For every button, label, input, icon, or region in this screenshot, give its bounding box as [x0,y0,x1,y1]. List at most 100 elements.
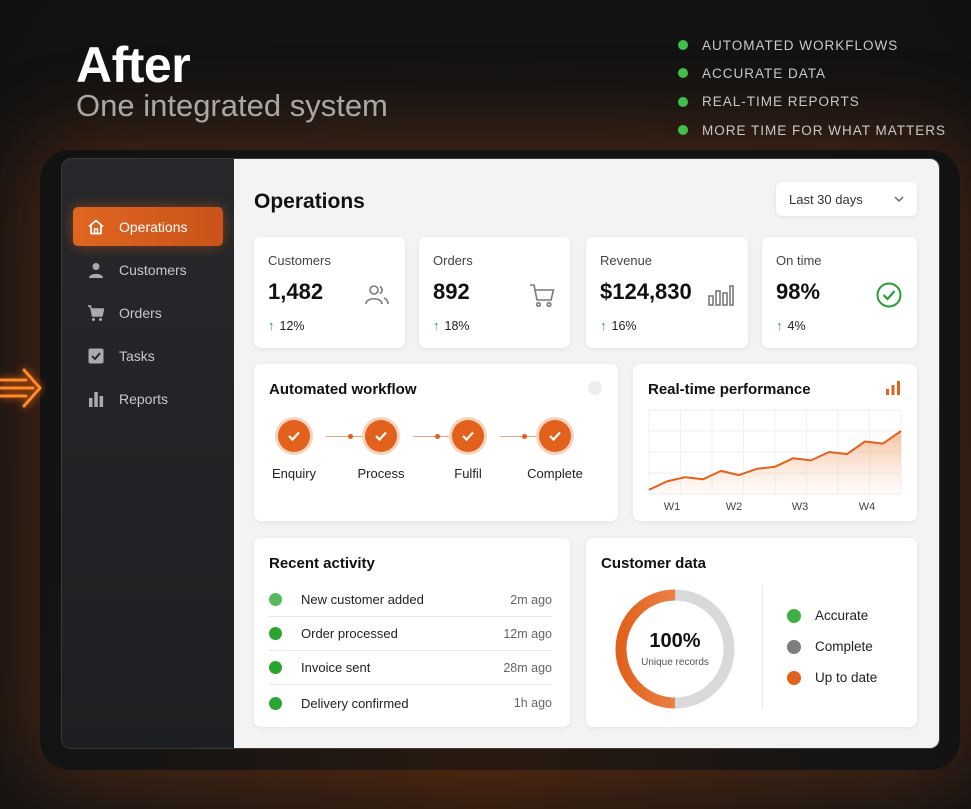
activity-time: 28m ago [503,660,552,675]
step-connector [413,434,460,439]
workflow-step[interactable]: Process [341,420,421,481]
legend-item: Accurate [787,608,868,623]
sidebar-item-tasks[interactable]: Tasks [73,336,223,375]
bullet-icon [678,68,688,79]
benefit-item: REAL-TIME REPORTS [678,88,946,116]
bullet-icon [678,40,688,51]
main-content: Operations Last 30 days Customers 1,482 … [234,159,939,748]
check-icon [452,420,484,452]
activity-time: 2m ago [510,592,552,607]
kpi-card-customers[interactable]: Customers 1,482 ↑ 12% [254,237,405,348]
benefit-label: ACCURATE DATA [702,65,827,81]
legend-item: Up to date [787,670,877,685]
arrow-up-icon: ↑ [600,318,607,333]
hero-title: After [76,37,191,93]
activity-time: 12m ago [503,626,552,641]
divider [762,585,763,707]
x-tick-label: W4 [859,501,876,513]
kpi-label: Revenue [600,253,653,268]
activity-row[interactable]: Invoice sent 28m ago [269,651,552,685]
step-label: Fulfil [454,466,482,481]
kpi-value: 1,482 [268,279,324,304]
status-indicator [588,381,602,395]
step-connector [326,434,373,439]
status-dot-icon [269,661,282,674]
check-icon [365,420,397,452]
kpi-card-orders[interactable]: Orders 892 ↑ 18% [419,237,570,348]
legend-dot-icon [787,639,801,654]
checkbox-icon [86,346,106,366]
activity-text: Invoice sent [301,660,371,675]
legend-item: Complete [787,639,873,654]
customer-data-card: Customer data 100% Unique records Accura… [586,538,917,727]
date-range-dropdown[interactable]: Last 30 days [776,182,917,216]
sidebar-item-operations[interactable]: Operations [73,207,223,246]
kpi-value: $124,830 [600,279,692,304]
kpi-delta: ↑ 16% [600,318,637,333]
kpi-delta: ↑ 4% [776,318,806,333]
kpi-card-on-time[interactable]: On time 98% ↑ 4% [762,237,917,348]
kpi-delta: ↑ 18% [433,318,470,333]
kpi-delta-value: 4% [787,318,806,333]
arrow-up-icon: ↑ [268,318,275,333]
sidebar: Operations Customers Orders Tasks Report… [62,159,234,748]
workflow-title: Automated workflow [269,381,417,398]
sidebar-item-customers[interactable]: Customers [73,250,223,289]
workflow-step[interactable]: Fulfil [428,420,508,481]
bullet-icon [678,125,688,136]
legend-dot-icon [787,608,801,623]
sidebar-item-label: Orders [119,304,162,321]
kpi-delta-value: 12% [279,318,305,333]
arrow-up-icon: ↑ [433,318,440,333]
status-dot-icon [269,627,282,640]
activity-row[interactable]: Delivery confirmed 1h ago [269,686,552,720]
legend-label: Accurate [815,608,869,623]
kpi-delta-value: 16% [611,318,637,333]
x-tick-label: W1 [664,501,681,513]
sidebar-item-label: Tasks [119,347,155,364]
page-title: Operations [254,190,365,213]
kpi-label: On time [776,253,822,268]
workflow-step[interactable]: Complete [515,420,595,481]
kpi-value: 98% [776,279,821,304]
performance-card: Real-time performance W1 W2 W3 W4 [633,364,917,521]
status-dot-icon [269,696,282,710]
kpi-card-revenue[interactable]: Revenue $124,830 ↑ 16% [586,237,748,348]
benefit-label: MORE TIME FOR WHAT MATTERS [702,122,946,138]
activity-row[interactable]: New customer added 2m ago [269,583,552,617]
sidebar-item-reports[interactable]: Reports [73,379,223,418]
benefit-item: AUTOMATED WORKFLOWS [678,31,946,59]
step-label: Enquiry [271,466,317,481]
step-connector [500,434,547,439]
donut-segment [615,589,735,709]
workflow-card: Automated workflow Enquiry Process Fulfi… [254,364,618,521]
chevron-down-icon [894,196,904,203]
check-icon [278,420,310,452]
series-line [648,430,902,491]
x-tick-label: W2 [726,501,743,513]
donut-chart [615,589,735,709]
hero-subtitle: One integrated system [76,88,388,123]
activity-title: Recent activity [269,555,375,572]
workflow-step[interactable]: Enquiry [254,420,334,481]
check-icon [539,420,571,452]
activity-text: Order processed [301,626,398,641]
benefit-label: REAL-TIME REPORTS [702,94,860,110]
cart-icon [86,303,106,323]
sidebar-item-orders[interactable]: Orders [73,293,223,332]
legend-label: Complete [815,639,873,654]
glowing-arrow-icon [0,368,42,408]
activity-row[interactable]: Order processed 12m ago [269,617,552,651]
workflow-steps: Enquiry Process Fulfil Complete [270,420,590,481]
activity-time: 1h ago [513,696,552,710]
cart-icon [530,284,555,308]
activity-text: New customer added [301,592,424,607]
series-area [649,431,901,494]
benefits-list: AUTOMATED WORKFLOWS ACCURATE DATA REAL-T… [678,31,946,144]
arrow-up-icon: ↑ [776,318,783,333]
activity-text: Delivery confirmed [301,695,409,711]
user-icon [86,260,106,280]
home-icon [86,217,106,237]
bar-chart-icon [708,285,734,306]
benefit-item: MORE TIME FOR WHAT MATTERS [678,116,946,144]
